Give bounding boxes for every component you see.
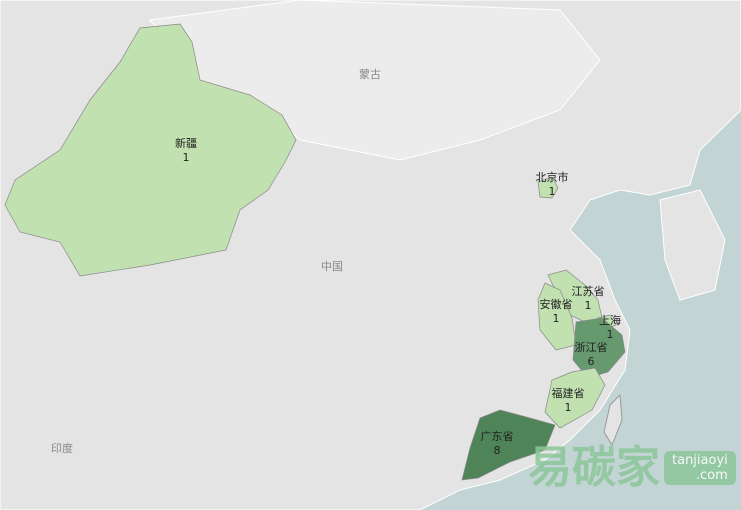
country-label-china: 中国 (321, 260, 343, 273)
country-label-mongolia: 蒙古 (359, 68, 381, 81)
watermark-site-line1: tanjiaoyi (672, 453, 728, 468)
region-value: 1 (565, 401, 572, 414)
watermark-logo: 易碳家 tanjiaoyi .com (528, 446, 736, 490)
watermark-brand: 易碳家 (528, 442, 660, 493)
country-label-india: 印度 (51, 441, 73, 455)
region-name: 江苏省 (572, 285, 605, 298)
region-name: 新疆 (175, 136, 197, 150)
region-name: 广东省 (481, 430, 514, 443)
region-name: 福建省 (552, 386, 585, 400)
region-3[interactable] (537, 282, 577, 351)
region-value: 6 (588, 355, 595, 368)
region-6[interactable] (544, 367, 606, 429)
region-0[interactable] (4, 23, 297, 277)
watermark-site-line2: .com (695, 468, 728, 483)
region-name: 安徽省 (540, 297, 573, 311)
region-value: 1 (549, 185, 556, 198)
korea (659, 189, 726, 301)
region-value: 1 (553, 312, 560, 325)
region-1[interactable] (537, 176, 559, 199)
taiwan (603, 393, 623, 447)
region-name: 浙江省 (575, 341, 608, 354)
region-name: 北京市 (536, 170, 569, 184)
region-name: 上海 (599, 313, 621, 327)
region-value: 1 (585, 299, 592, 312)
region-5[interactable] (572, 317, 626, 379)
watermark-site: tanjiaoyi .com (664, 451, 736, 485)
region-value: 1 (607, 328, 614, 341)
region-value: 1 (183, 151, 190, 164)
region-7[interactable] (461, 409, 556, 481)
region-value: 8 (494, 444, 501, 457)
